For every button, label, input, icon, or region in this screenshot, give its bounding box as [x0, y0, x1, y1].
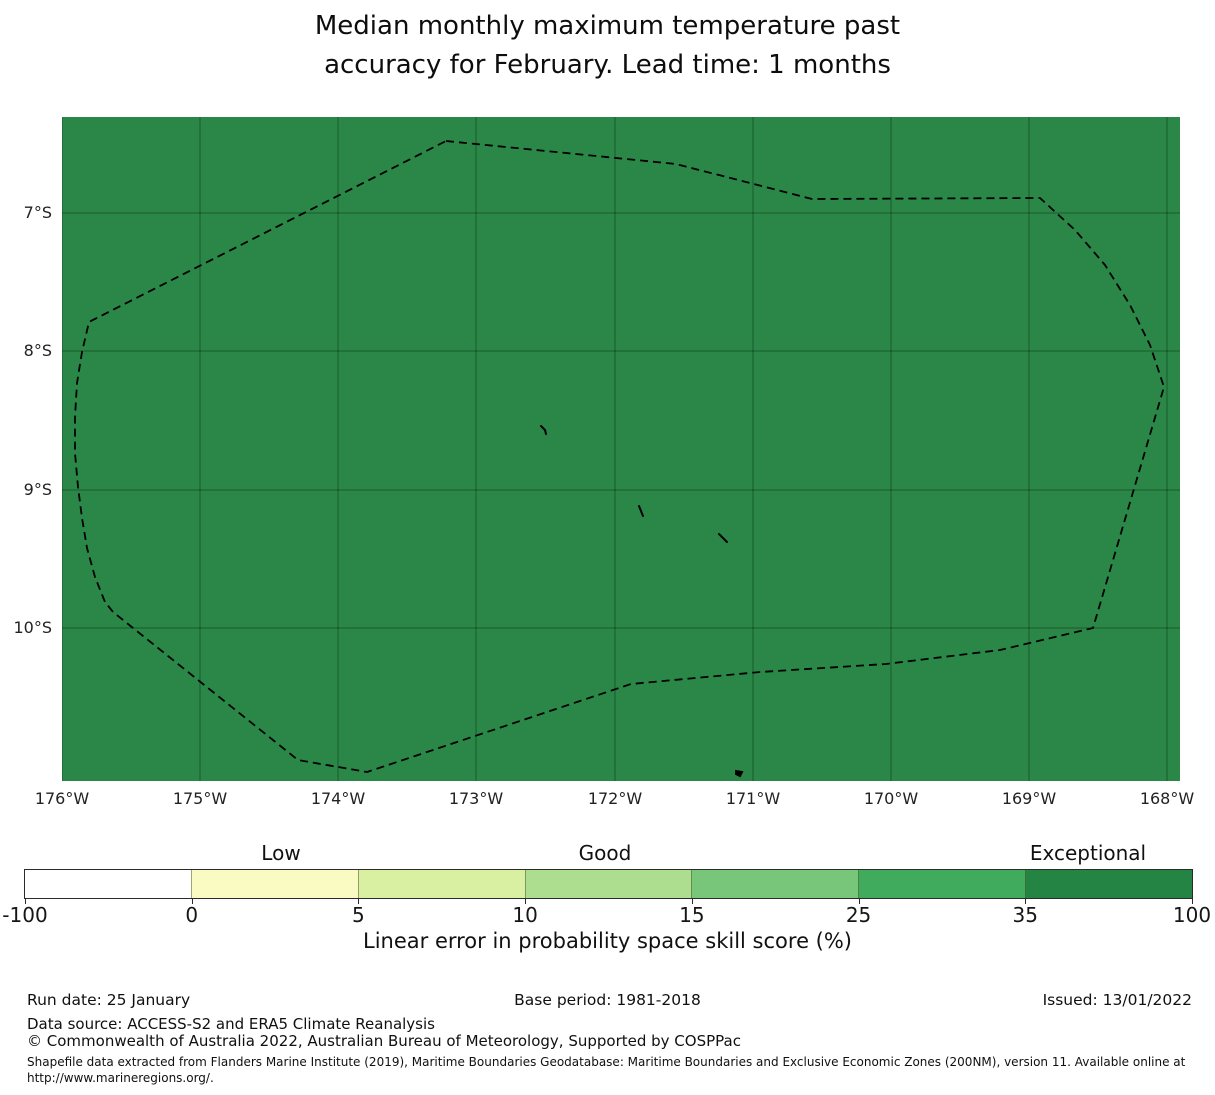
base-period-text: Base period: 1981-2018: [514, 991, 701, 1009]
colorbar-tick-label: 100: [1172, 903, 1212, 927]
colorbar-segment: [858, 870, 1026, 898]
x-tick-label: 172°W: [587, 789, 643, 808]
colorbar-segment: [357, 870, 525, 898]
islet-coastline: [718, 533, 728, 543]
data-source-text: Data source: ACCESS-S2 and ERA5 Climate …: [27, 1015, 435, 1033]
copyright-text: © Commonwealth of Australia 2022, Austra…: [27, 1032, 741, 1050]
colorbar-tickmark: [525, 899, 527, 904]
colorbar-tick-label: 25: [845, 903, 872, 927]
x-tick-label: 176°W: [34, 789, 90, 808]
x-tick-label: 169°W: [1001, 789, 1057, 808]
y-tick-label: 9°S: [23, 480, 52, 499]
colorbar-segment: [524, 870, 692, 898]
islet-coastline: [638, 505, 644, 517]
colorbar-tick-label: 0: [185, 903, 199, 927]
islet-coastline: [735, 769, 744, 778]
map-canvas: [62, 117, 1180, 781]
chart-title-line-2: accuracy for February. Lead time: 1 mont…: [324, 50, 891, 80]
map-svg: [62, 117, 1180, 781]
colorbar: [24, 869, 1193, 899]
colorbar-segment: [25, 870, 191, 898]
x-tick-label: 174°W: [310, 789, 366, 808]
colorbar-tickmark: [691, 899, 693, 904]
shapefile-attribution-line-1: Shapefile data extracted from Flanders M…: [27, 1055, 1186, 1069]
colorbar-tick-label: -100: [2, 903, 48, 927]
colorbar-segment: [190, 870, 358, 898]
chart-title-line-1: Median monthly maximum temperature past: [314, 11, 901, 41]
y-tick-label: 8°S: [23, 341, 52, 360]
colorbar-category-label: Low: [261, 841, 301, 865]
eez-dashed-boundary: [74, 140, 1165, 773]
x-tick-label: 171°W: [725, 789, 781, 808]
colorbar-tick-label: 15: [679, 903, 705, 927]
run-date-text: Run date: 25 January: [27, 991, 191, 1009]
colorbar-segment: [691, 870, 859, 898]
colorbar-category-label: Exceptional: [1029, 841, 1147, 865]
colorbar-tickmark: [25, 899, 26, 904]
x-tick-label: 175°W: [172, 789, 228, 808]
x-tick-label: 168°W: [1139, 789, 1195, 808]
y-tick-label: 10°S: [13, 618, 52, 637]
colorbar-axis-label: Linear error in probability space skill …: [363, 929, 852, 953]
y-tick-label: 7°S: [23, 203, 52, 222]
issued-date-text: Issued: 13/01/2022: [1042, 991, 1192, 1009]
colorbar-tickmark: [1025, 899, 1027, 904]
colorbar-tickmark: [358, 899, 360, 904]
colorbar-tick-label: 5: [352, 903, 365, 927]
colorbar-tick-label: 10: [512, 903, 538, 927]
shapefile-attribution-url: http://www.marineregions.org/.: [27, 1071, 214, 1085]
colorbar-tickmark: [858, 899, 860, 904]
colorbar-segment: [1025, 870, 1193, 898]
colorbar-category-label: Good: [578, 841, 632, 865]
x-tick-label: 170°W: [863, 789, 919, 808]
colorbar-tickmark: [191, 899, 193, 904]
x-tick-label: 173°W: [448, 789, 504, 808]
colorbar-tickmark: [1192, 899, 1193, 904]
colorbar-tick-label: 35: [1012, 903, 1038, 927]
islet-coastline: [540, 425, 547, 435]
